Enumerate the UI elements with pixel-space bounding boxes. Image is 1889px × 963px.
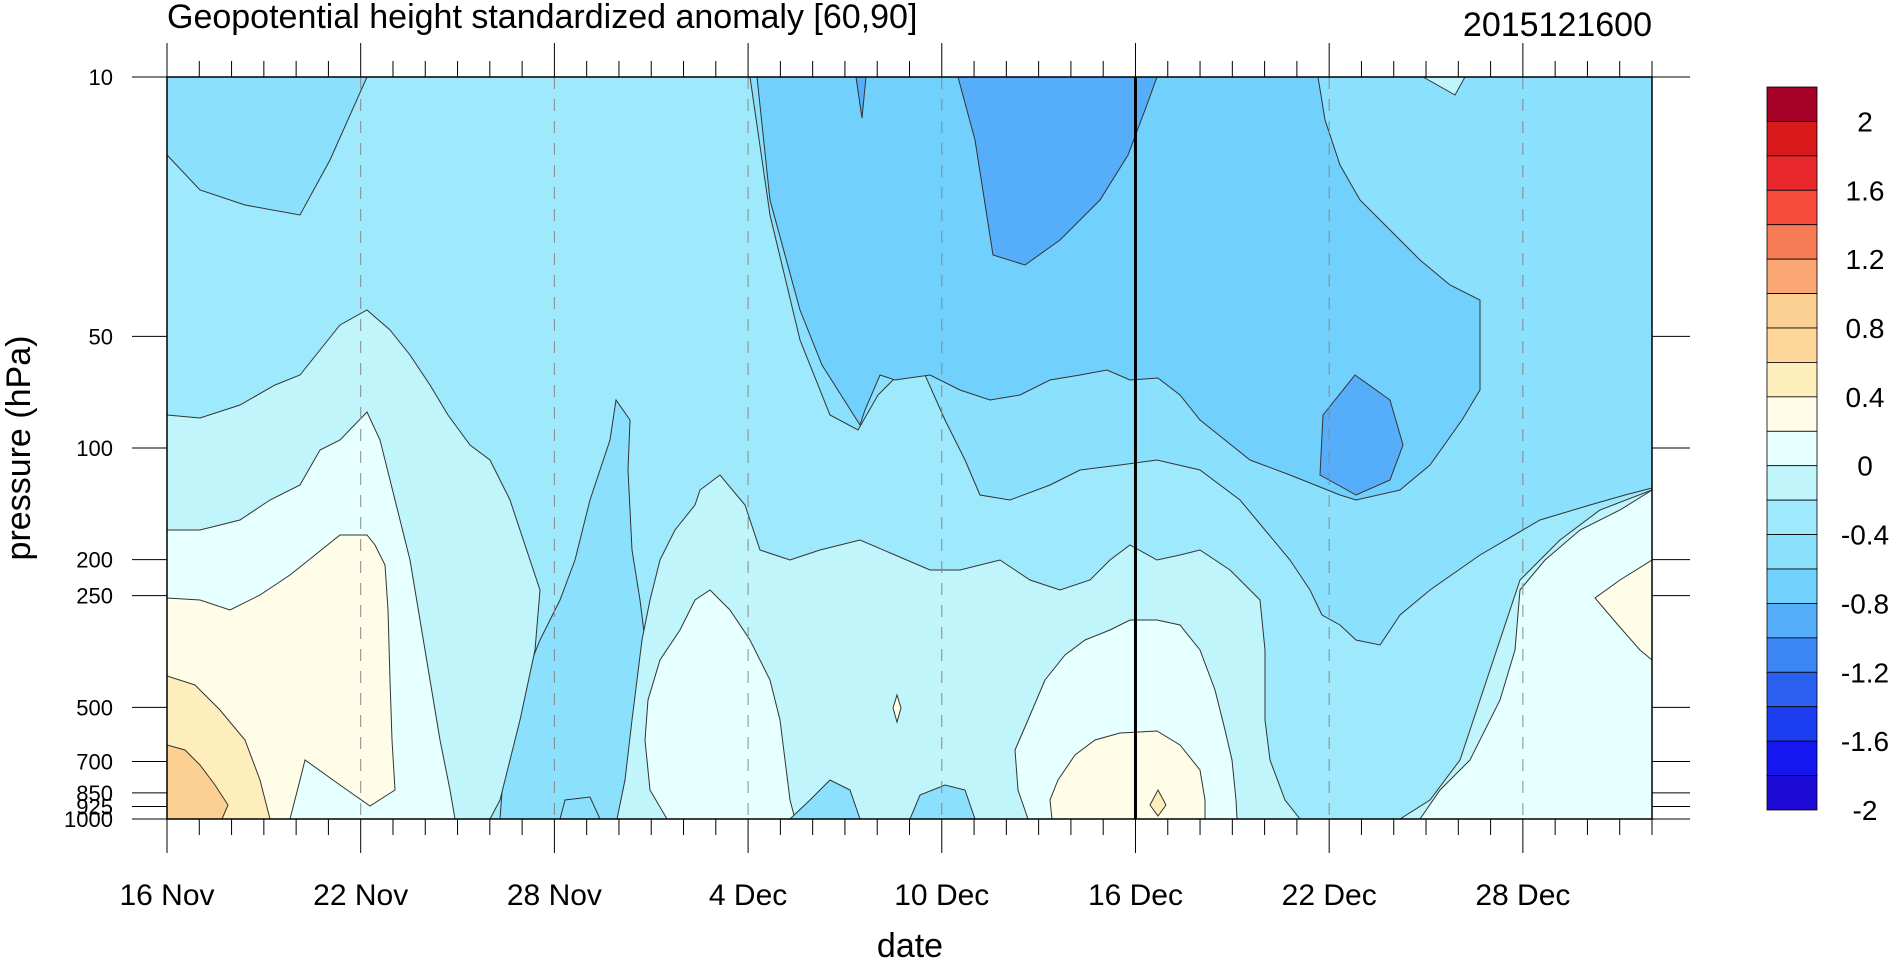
contour-band	[1049, 730, 1206, 819]
y-tick-label: 50	[89, 324, 113, 349]
y-tick-label: 1000	[64, 807, 113, 832]
y-tick-label: 100	[76, 436, 113, 461]
y-axis-label: pressure (hPa)	[0, 336, 38, 561]
colorbar-swatch	[1766, 224, 1818, 260]
x-tick-label: 4 Dec	[709, 879, 787, 912]
contour-band	[909, 784, 976, 819]
colorbar-label: -0.4	[1841, 520, 1889, 551]
x-tick-label: 10 Dec	[894, 879, 989, 912]
x-tick-label: 22 Nov	[313, 879, 408, 912]
colorbar-swatch	[1766, 121, 1818, 157]
colorbar-swatch	[1766, 189, 1818, 226]
axes	[132, 43, 1690, 853]
contour-band	[1319, 374, 1404, 496]
y-tick-label: 10	[89, 65, 113, 90]
y-tick-label: 250	[76, 584, 113, 609]
y-tick-label: 500	[76, 695, 113, 720]
x-axis-label: date	[877, 927, 943, 963]
colorbar-label: 1.6	[1846, 175, 1885, 206]
contour-band	[1149, 788, 1167, 817]
x-tick-labels: 16 Nov 22 Nov 28 Nov 4 Dec 10 Dec 16 Dec 22 De…	[119, 879, 1570, 912]
colorbar-label: -2	[1853, 795, 1878, 826]
y-tick-label: 700	[76, 750, 113, 775]
y-tick-label: 200	[76, 548, 113, 573]
x-tick-label: 16 Dec	[1088, 879, 1183, 912]
colorbar-swatch	[1766, 499, 1818, 535]
colorbar-label: 0.8	[1846, 313, 1885, 344]
colorbar-swatch	[1766, 603, 1818, 639]
contour-band	[1419, 489, 1652, 819]
colorbar-label: 1.2	[1846, 244, 1885, 275]
colorbar-label: -0.8	[1841, 588, 1889, 619]
chart-title: Geopotential height standardized anomaly…	[167, 0, 917, 36]
x-tick-label: 28 Dec	[1475, 879, 1570, 912]
colorbar-swatch	[1766, 293, 1818, 329]
colorbar-swatch	[1766, 671, 1818, 708]
colorbar-label: 2	[1857, 106, 1873, 137]
colorbar	[1766, 86, 1818, 811]
colorbar-label: -1.6	[1841, 726, 1889, 757]
y-tick-label: 925	[76, 794, 113, 819]
x-tick-label: 22 Dec	[1282, 879, 1377, 912]
contour-band	[167, 77, 368, 216]
colorbar-swatch	[1766, 568, 1818, 604]
colorbar-swatch	[1766, 86, 1818, 122]
contour-band	[1421, 77, 1466, 96]
colorbar-swatch	[1766, 740, 1818, 776]
colorbar-swatch	[1766, 706, 1818, 742]
contour-band	[957, 77, 1158, 266]
colorbar-swatch	[1766, 258, 1818, 294]
colorbar-swatch	[1766, 396, 1818, 432]
chart-date-stamp: 2015121600	[1463, 6, 1652, 44]
colorbar-swatch	[1766, 155, 1818, 191]
contour-band	[789, 779, 861, 819]
colorbar-swatch	[1766, 362, 1818, 398]
colorbar-swatch	[1766, 430, 1818, 467]
contour-band	[1594, 559, 1652, 661]
colorbar-labels: 2 1.6 1.2 0.8 0.4 0 -0.4 -0.8 -1.2 -1.6 -2	[1841, 106, 1889, 826]
colorbar-swatch	[1766, 637, 1818, 673]
contour-band	[644, 589, 796, 819]
contour-band	[756, 77, 1481, 501]
colorbar-swatch	[1766, 775, 1818, 811]
colorbar-label: -1.2	[1841, 657, 1889, 688]
x-tick-label: 16 Nov	[119, 879, 214, 912]
colorbar-swatch	[1766, 327, 1818, 363]
contour-band	[167, 744, 229, 819]
colorbar-label: 0	[1857, 451, 1873, 482]
contour-band	[855, 77, 867, 119]
contour-band	[559, 796, 601, 819]
date-gridlines	[360, 77, 1524, 819]
x-tick-label: 28 Nov	[507, 879, 602, 912]
y-tick-label: 850	[76, 781, 113, 806]
colorbar-label: 0.4	[1846, 382, 1885, 413]
colorbar-swatch	[1766, 465, 1818, 501]
colorbar-swatch	[1766, 534, 1818, 570]
contour-band	[892, 693, 902, 724]
contour-plot-area	[167, 77, 1652, 819]
